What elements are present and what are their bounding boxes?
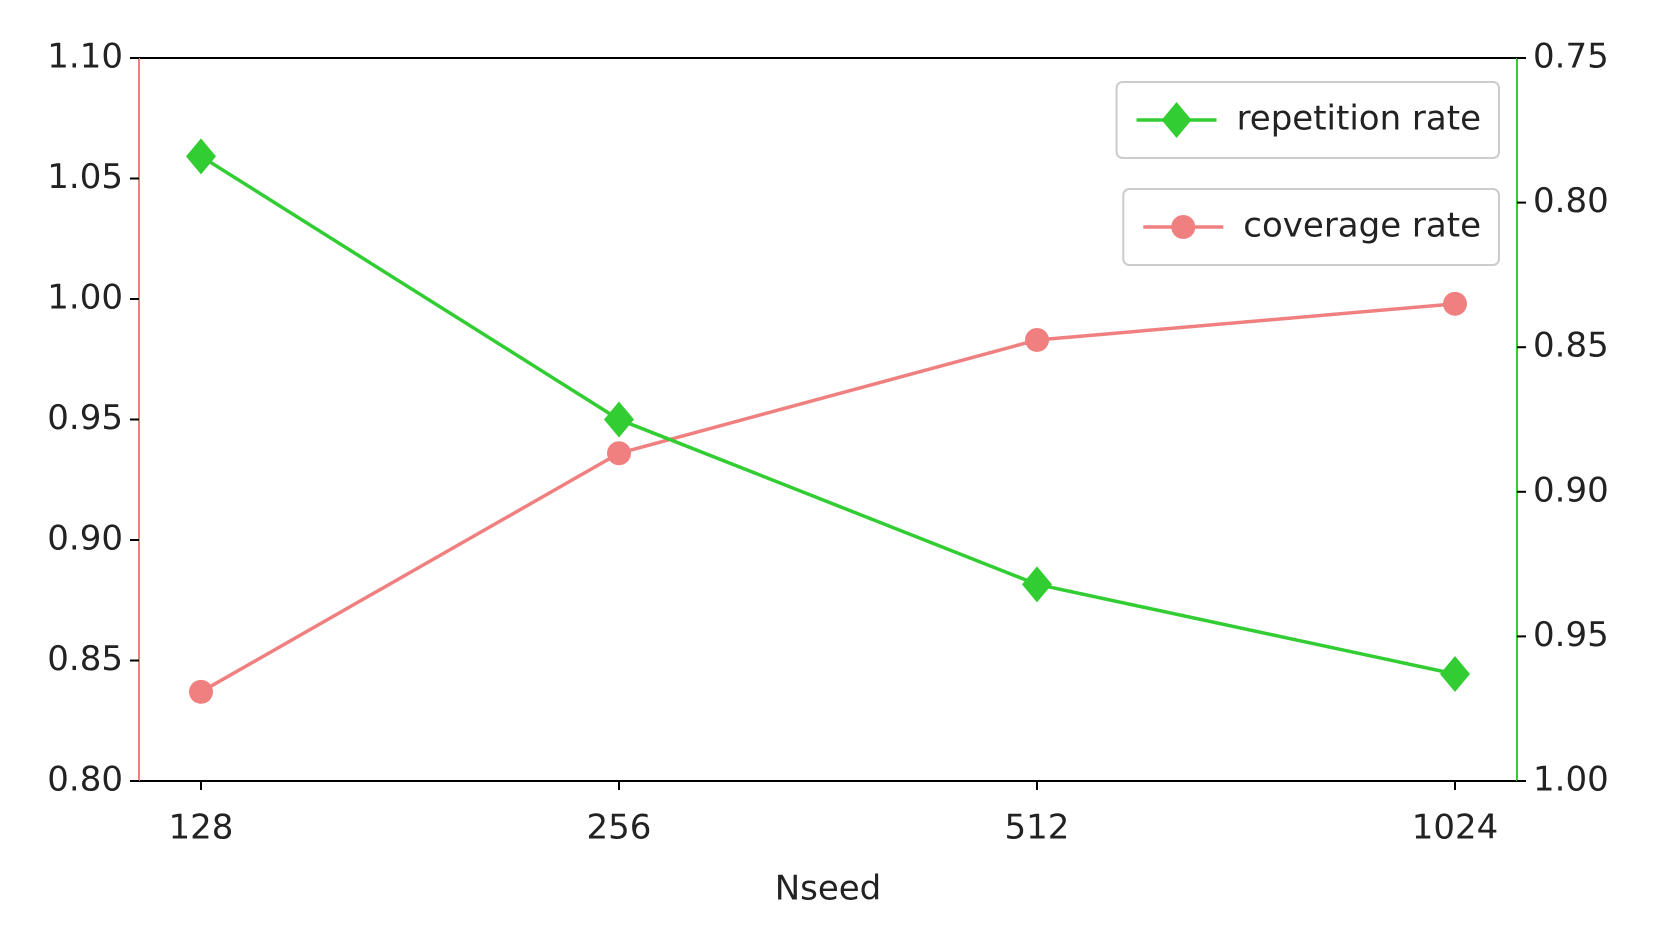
legend-label: coverage rate [1243, 206, 1481, 246]
y2-tick-label: 0.75 [1533, 37, 1609, 77]
y2-tick-label: 0.85 [1533, 326, 1609, 366]
legend-label: repetition rate [1237, 99, 1481, 139]
x-tick-label: 256 [587, 808, 652, 848]
marker [607, 441, 631, 466]
y-tick-label: 1.05 [47, 157, 123, 197]
marker [1443, 291, 1467, 316]
y-tick-label: 0.95 [47, 398, 123, 438]
marker [189, 679, 213, 704]
series-line [200, 154, 1456, 676]
marker [1025, 327, 1049, 352]
y2-tick-label: 0.90 [1533, 470, 1609, 510]
x-tick-label: 1024 [1412, 808, 1499, 848]
y2-tick-label: 1.00 [1533, 760, 1609, 800]
y2-tick-label: 0.95 [1533, 615, 1609, 655]
legend-entry: repetition rate [1115, 81, 1500, 159]
y-tick-label: 1.00 [47, 278, 123, 318]
marker [604, 401, 634, 438]
y2-tick-label: 0.80 [1533, 181, 1609, 221]
marker [186, 138, 216, 175]
legend-box [1115, 81, 1500, 159]
series-line [200, 302, 1456, 694]
x-tick-label: 512 [1005, 808, 1070, 848]
legend-entry: coverage rate [1122, 188, 1500, 266]
legend-box [1122, 188, 1500, 266]
y-tick-label: 1.10 [47, 37, 123, 77]
x-axis-label: Nseed [775, 869, 882, 909]
x-tick-label: 128 [169, 808, 234, 848]
marker [1171, 215, 1196, 239]
marker [1022, 566, 1052, 603]
marker [1161, 102, 1192, 138]
y-tick-label: 0.85 [47, 639, 123, 679]
marker [1440, 655, 1470, 692]
y-tick-label: 0.90 [47, 519, 123, 559]
y-tick-label: 0.80 [47, 760, 123, 800]
